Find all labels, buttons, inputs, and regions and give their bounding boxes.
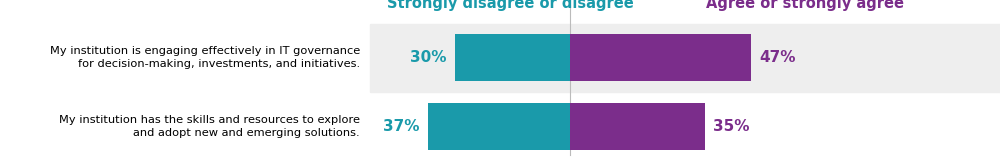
Text: Strongly disagree or disagree: Strongly disagree or disagree: [387, 0, 633, 11]
Text: My institution is engaging effectively in IT governance
for decision-making, inv: My institution is engaging effectively i…: [50, 46, 360, 70]
Text: 35%: 35%: [713, 119, 749, 134]
Text: 37%: 37%: [383, 119, 420, 134]
Text: Agree or strongly agree: Agree or strongly agree: [706, 0, 904, 11]
Bar: [370, 24, 1000, 92]
Bar: [570, 34, 751, 81]
Bar: [428, 103, 570, 150]
Text: 47%: 47%: [759, 50, 795, 65]
Bar: [454, 34, 570, 81]
Bar: [570, 103, 705, 150]
Text: 30%: 30%: [410, 50, 446, 65]
Text: My institution has the skills and resources to explore
and adopt new and emergin: My institution has the skills and resour…: [59, 115, 360, 138]
